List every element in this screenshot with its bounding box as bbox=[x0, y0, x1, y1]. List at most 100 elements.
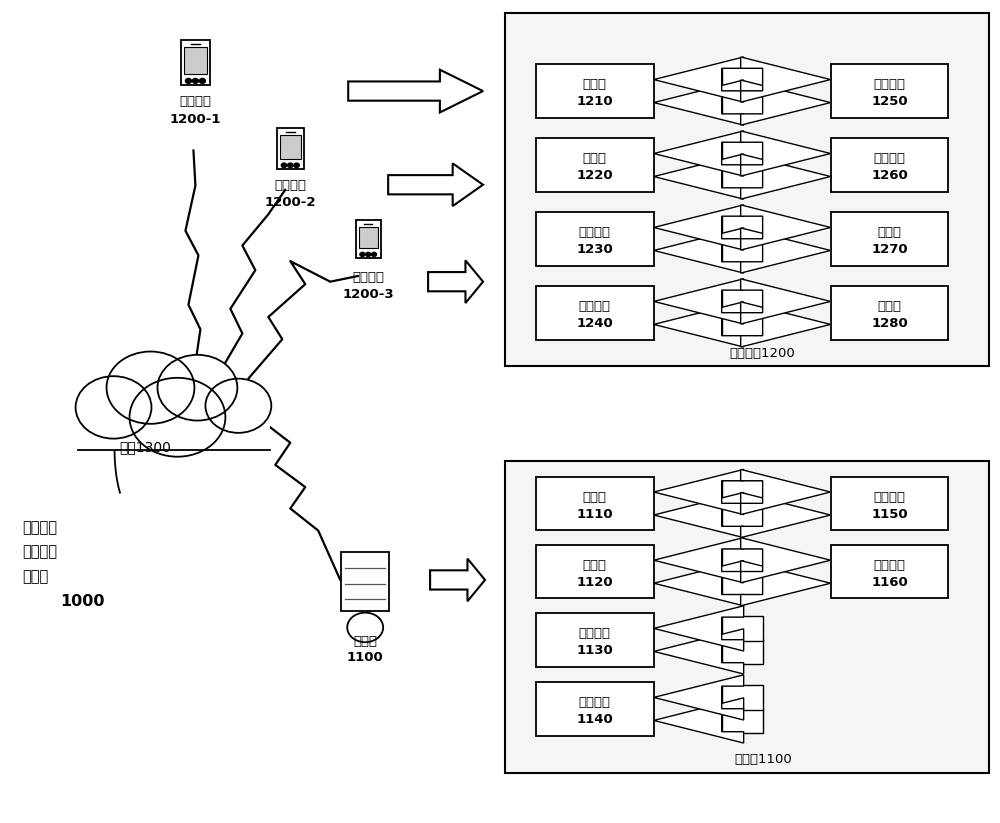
Bar bbox=[722, 142, 763, 166]
Text: 处理器: 处理器 bbox=[583, 78, 607, 91]
Text: 通信装置: 通信装置 bbox=[579, 696, 611, 709]
Polygon shape bbox=[741, 279, 831, 324]
Polygon shape bbox=[654, 205, 744, 250]
Circle shape bbox=[205, 379, 271, 433]
Text: 接口装置: 接口装置 bbox=[579, 627, 611, 640]
Bar bbox=[505, 13, 989, 366]
Bar bbox=[831, 545, 948, 598]
Text: 1120: 1120 bbox=[577, 576, 613, 589]
Circle shape bbox=[371, 253, 376, 257]
Polygon shape bbox=[741, 560, 831, 606]
Bar bbox=[277, 128, 304, 169]
Polygon shape bbox=[654, 675, 744, 720]
Bar bbox=[184, 48, 207, 73]
Polygon shape bbox=[654, 57, 744, 102]
Bar bbox=[536, 212, 654, 266]
Text: 1130: 1130 bbox=[576, 644, 613, 657]
Polygon shape bbox=[430, 559, 485, 602]
Text: 1220: 1220 bbox=[577, 170, 613, 182]
Polygon shape bbox=[741, 469, 831, 514]
Bar bbox=[505, 461, 989, 773]
Text: 网灶1300: 网灶1300 bbox=[120, 440, 171, 454]
Bar bbox=[722, 165, 763, 188]
Bar bbox=[722, 215, 763, 239]
Bar bbox=[722, 708, 763, 732]
Text: 终端设备: 终端设备 bbox=[179, 95, 211, 109]
Circle shape bbox=[366, 253, 371, 257]
Polygon shape bbox=[741, 492, 831, 537]
Polygon shape bbox=[654, 560, 744, 606]
Bar bbox=[722, 639, 763, 663]
Polygon shape bbox=[741, 80, 831, 125]
Text: 处理器: 处理器 bbox=[583, 491, 607, 504]
Text: 1160: 1160 bbox=[871, 576, 908, 589]
Text: 通信装置: 通信装置 bbox=[579, 300, 611, 313]
Bar bbox=[831, 64, 948, 118]
Text: 1240: 1240 bbox=[576, 317, 613, 330]
Circle shape bbox=[130, 378, 225, 457]
Bar bbox=[536, 477, 654, 530]
Polygon shape bbox=[654, 629, 744, 674]
Text: 输入装置: 输入装置 bbox=[873, 152, 905, 165]
Text: 1210: 1210 bbox=[577, 95, 613, 109]
Polygon shape bbox=[654, 698, 744, 743]
Bar bbox=[181, 40, 210, 85]
Circle shape bbox=[107, 351, 194, 424]
Text: 1200-2: 1200-2 bbox=[265, 197, 316, 209]
Text: 1230: 1230 bbox=[576, 243, 613, 256]
Bar bbox=[722, 238, 763, 263]
Circle shape bbox=[185, 78, 191, 83]
Text: 1250: 1250 bbox=[871, 95, 908, 109]
Text: 1100: 1100 bbox=[347, 652, 384, 664]
Polygon shape bbox=[388, 164, 483, 206]
Circle shape bbox=[288, 163, 293, 168]
Text: 界面的展: 界面的展 bbox=[23, 544, 58, 560]
Circle shape bbox=[294, 163, 299, 168]
Polygon shape bbox=[741, 131, 831, 176]
Bar bbox=[536, 138, 654, 192]
Circle shape bbox=[157, 355, 237, 421]
Bar bbox=[341, 552, 389, 611]
Text: 存储器: 存储器 bbox=[583, 152, 607, 165]
Bar bbox=[536, 613, 654, 667]
Text: 终端设备: 终端设备 bbox=[352, 271, 384, 284]
Text: 终端设备1200: 终端设备1200 bbox=[730, 346, 795, 360]
Text: 1150: 1150 bbox=[871, 508, 908, 521]
Polygon shape bbox=[428, 260, 483, 303]
Text: 1000: 1000 bbox=[61, 593, 105, 609]
Bar bbox=[78, 401, 270, 450]
Polygon shape bbox=[654, 606, 744, 651]
Polygon shape bbox=[654, 80, 744, 125]
Circle shape bbox=[76, 376, 151, 439]
Polygon shape bbox=[654, 469, 744, 514]
Text: 服务全1100: 服务全1100 bbox=[735, 753, 792, 766]
Polygon shape bbox=[348, 70, 483, 113]
Bar bbox=[831, 212, 948, 266]
Bar bbox=[722, 480, 763, 504]
Bar bbox=[831, 286, 948, 340]
Circle shape bbox=[199, 78, 205, 83]
Bar bbox=[831, 477, 948, 530]
Text: 显示装置: 显示装置 bbox=[873, 491, 905, 504]
Text: 服务器: 服务器 bbox=[353, 635, 377, 648]
Bar bbox=[722, 312, 763, 337]
Bar bbox=[536, 682, 654, 736]
Text: 接口装置: 接口装置 bbox=[579, 226, 611, 239]
Text: 1280: 1280 bbox=[871, 317, 908, 330]
Text: 1200-1: 1200-1 bbox=[170, 113, 221, 125]
Text: 1140: 1140 bbox=[576, 713, 613, 726]
Text: 输入装置: 输入装置 bbox=[873, 559, 905, 572]
Polygon shape bbox=[654, 279, 744, 324]
Bar bbox=[722, 685, 763, 709]
Polygon shape bbox=[741, 57, 831, 102]
Polygon shape bbox=[654, 131, 744, 176]
Bar bbox=[722, 91, 763, 115]
Bar bbox=[536, 286, 654, 340]
Text: 1110: 1110 bbox=[577, 508, 613, 521]
Text: 显示装置: 显示装置 bbox=[873, 78, 905, 91]
Text: 终端设备: 终端设备 bbox=[274, 179, 306, 192]
Bar bbox=[831, 138, 948, 192]
Text: 商品直播: 商品直播 bbox=[23, 520, 58, 535]
Polygon shape bbox=[741, 154, 831, 199]
Polygon shape bbox=[654, 228, 744, 273]
